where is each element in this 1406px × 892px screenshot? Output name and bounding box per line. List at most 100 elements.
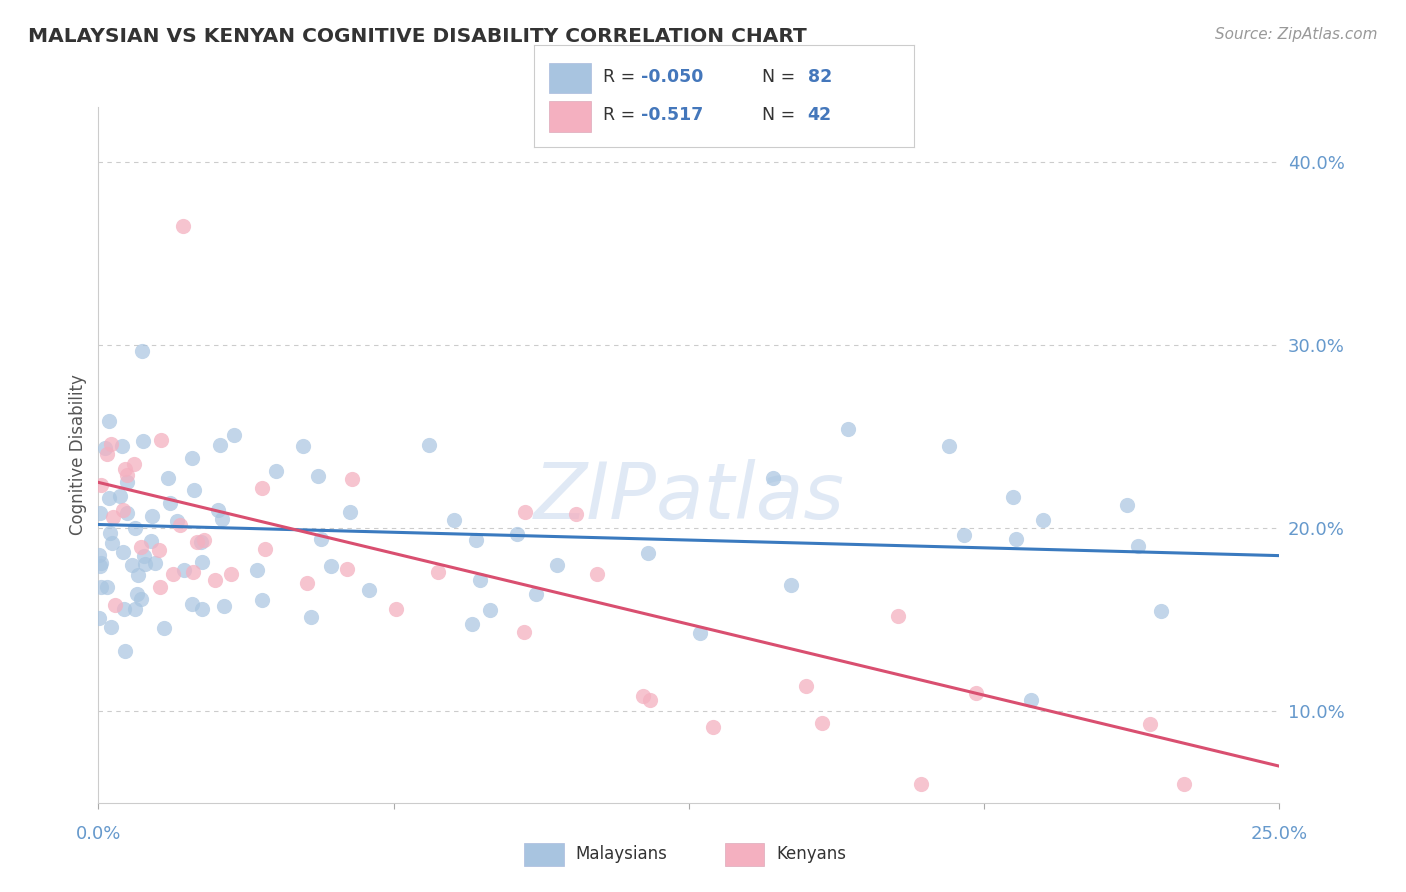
Point (101, 510, 124, 524)
Point (219, 566, 242, 581)
Point (93, 442, 115, 456)
Point (299, 610, 322, 624)
Point (938, 439, 960, 453)
Point (98, 526, 121, 541)
Point (910, 777, 932, 791)
Point (250, 592, 273, 607)
Point (1126, 540, 1149, 554)
Point (224, 428, 246, 442)
Point (193, 533, 215, 547)
Point (321, 558, 343, 573)
Text: MALAYSIAN VS KENYAN COGNITIVE DISABILITY CORRELATION CHART: MALAYSIAN VS KENYAN COGNITIVE DISABILITY… (28, 27, 807, 45)
Text: N =: N = (762, 106, 801, 124)
Point (546, 558, 568, 573)
Point (90, 477, 112, 491)
Point (132, 549, 155, 564)
Point (702, 720, 724, 734)
Point (89, 506, 111, 520)
Point (1032, 513, 1054, 527)
Point (124, 457, 146, 471)
Point (1139, 717, 1161, 731)
Y-axis label: Cognitive Disability: Cognitive Disability (69, 375, 87, 535)
Point (149, 580, 172, 594)
Point (212, 599, 235, 613)
Point (1150, 604, 1173, 618)
Point (794, 679, 817, 693)
Point (250, 482, 273, 496)
Point (564, 507, 586, 521)
Point (124, 521, 146, 535)
Point (211, 512, 233, 526)
Point (90, 580, 112, 594)
Bar (550, 62, 591, 94)
Point (162, 566, 184, 581)
Point (427, 565, 450, 579)
Point (513, 505, 536, 519)
Point (461, 617, 484, 632)
Point (464, 533, 486, 548)
Point (689, 626, 711, 640)
Point (1005, 532, 1028, 546)
Point (585, 567, 607, 582)
Point (357, 583, 380, 598)
Point (780, 577, 803, 591)
Text: Source: ZipAtlas.com: Source: ZipAtlas.com (1215, 27, 1378, 42)
Point (468, 574, 491, 588)
Bar (550, 101, 591, 132)
Point (837, 422, 859, 436)
Point (253, 542, 276, 557)
Point (524, 587, 547, 601)
Point (112, 602, 135, 616)
Point (266, 464, 288, 478)
Point (100, 437, 122, 451)
Point (90, 556, 112, 570)
Point (131, 540, 153, 554)
Point (89, 558, 111, 573)
Point (633, 690, 655, 704)
Point (125, 586, 148, 600)
Point (190, 534, 212, 549)
Point (180, 450, 202, 465)
Point (96, 580, 118, 594)
Point (186, 535, 208, 549)
Point (159, 496, 181, 510)
Text: 82: 82 (807, 68, 832, 86)
Text: 42: 42 (807, 106, 832, 124)
Bar (725, 843, 765, 866)
Text: N =: N = (762, 68, 801, 86)
Point (953, 527, 976, 541)
Point (811, 716, 834, 731)
Point (1001, 490, 1024, 504)
Point (121, 558, 143, 573)
Point (114, 462, 136, 476)
Point (209, 438, 232, 452)
Point (87, 548, 110, 562)
Point (100, 620, 122, 634)
Point (1173, 777, 1195, 791)
Point (141, 509, 163, 524)
Text: -0.517: -0.517 (641, 106, 703, 124)
Point (191, 555, 214, 569)
Point (143, 556, 166, 570)
Point (204, 574, 226, 588)
Point (166, 514, 188, 528)
Point (1115, 498, 1137, 512)
Point (311, 532, 333, 546)
Point (1019, 692, 1042, 706)
Point (97, 491, 120, 506)
Point (148, 543, 170, 558)
Point (637, 546, 659, 560)
Point (181, 565, 204, 579)
Point (340, 472, 363, 486)
Point (111, 503, 134, 517)
Point (307, 468, 329, 483)
Point (181, 597, 204, 611)
Point (127, 567, 149, 582)
Point (89, 611, 111, 625)
Point (506, 527, 529, 541)
Point (101, 536, 124, 550)
Point (156, 471, 179, 485)
Point (124, 602, 146, 616)
Point (111, 439, 134, 453)
Point (336, 562, 359, 576)
